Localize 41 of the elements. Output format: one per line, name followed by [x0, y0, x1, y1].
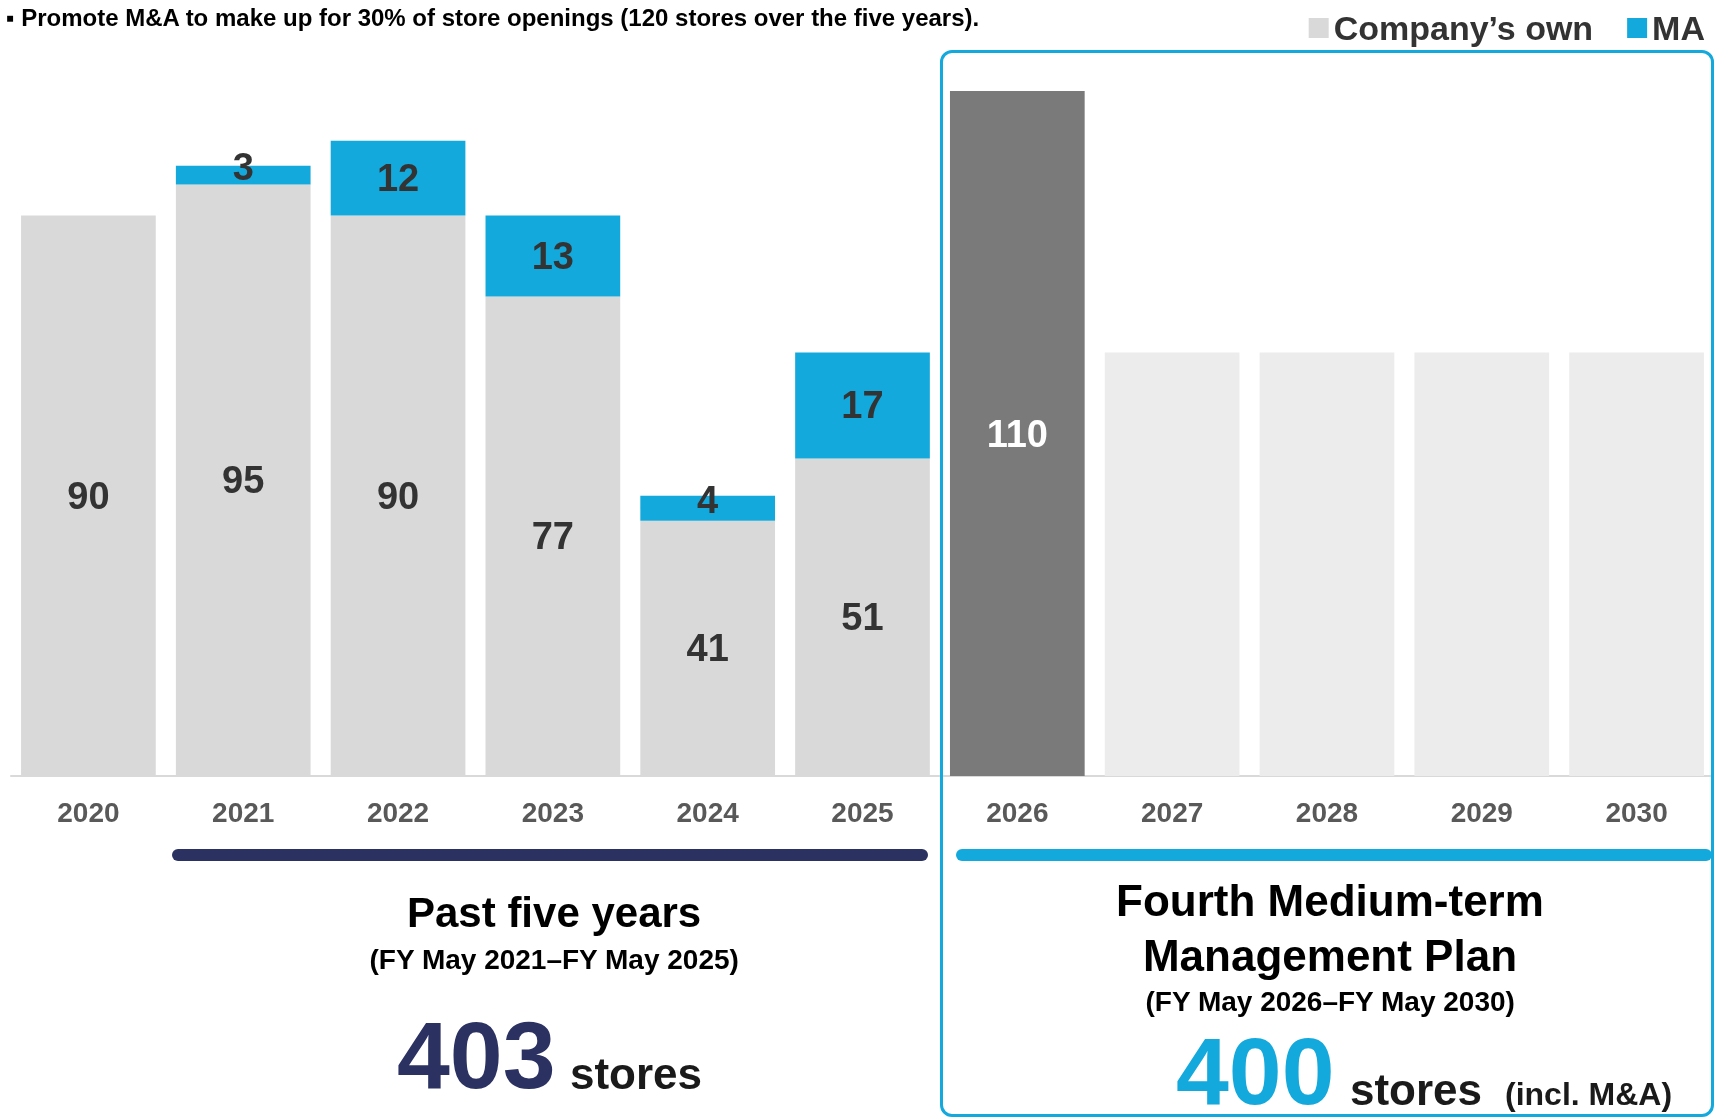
bar	[330, 140, 466, 216]
bar	[795, 352, 930, 459]
bar	[1259, 352, 1395, 776]
text: 403	[397, 1002, 556, 1109]
x-tick-label: 2028	[1295, 796, 1359, 828]
data-label: 95	[222, 459, 265, 502]
x-tick-label: 2020	[57, 796, 120, 828]
text: Past five years	[407, 889, 702, 936]
x-tick-label: 2030	[1605, 796, 1668, 828]
text: stores	[570, 1049, 703, 1099]
data-label: 51	[841, 596, 884, 639]
bar	[949, 91, 1085, 776]
legend-label: MA	[1652, 9, 1706, 47]
legend-label: Company’s own	[1333, 9, 1594, 47]
data-label: 90	[67, 474, 110, 517]
data-label: 41	[686, 627, 729, 670]
text: (FY May 2026–FY May 2030)	[1145, 986, 1515, 1017]
bar	[1104, 352, 1240, 776]
text: stores	[1350, 1065, 1483, 1115]
data-label: 13	[531, 235, 574, 278]
x-tick-label: 2027	[1140, 796, 1204, 828]
chart-title: ▪ Promote M&A to make up for 30% of store openings (120 stores over the five years).	[6, 4, 980, 32]
x-tick-label: 2021	[212, 796, 275, 828]
text: Fourth Medium-term Management Plan	[1115, 875, 1545, 982]
x-tick-label: 2022	[366, 796, 430, 828]
data-label: 12	[376, 157, 420, 200]
text: (FY May 2021–FY May 2025)	[369, 944, 739, 975]
bar	[1569, 352, 1704, 776]
data-label: 77	[531, 515, 574, 558]
x-tick-label: 2023	[521, 796, 585, 828]
text: 400	[1176, 1018, 1335, 1117]
bar	[485, 215, 621, 297]
x-tick-label: 2025	[831, 796, 894, 828]
x-tick-label: 2024	[676, 796, 740, 828]
data-label: 90	[376, 474, 420, 517]
x-tick-label: 2029	[1450, 796, 1513, 828]
data-label: 110	[986, 412, 1048, 455]
data-label: 17	[841, 384, 884, 427]
x-tick-label: 2026	[986, 796, 1049, 828]
text: (incl. M&A)	[1505, 1076, 1673, 1113]
bar	[1414, 352, 1550, 776]
